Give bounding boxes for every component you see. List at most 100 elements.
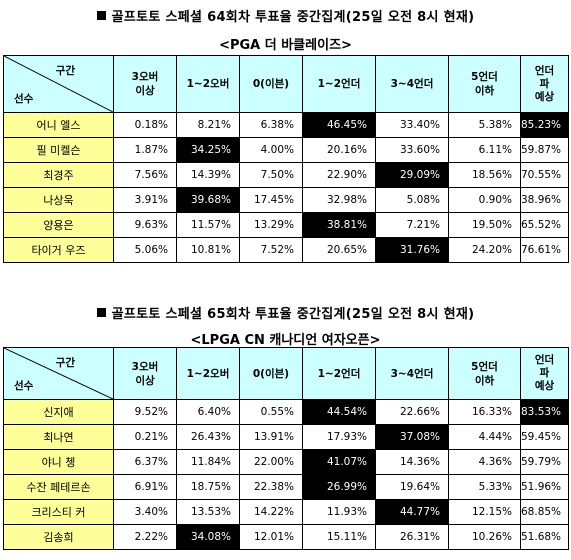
player-name: 크리스티 커 [3, 499, 114, 525]
column-header: 언더 파 예상 [520, 347, 569, 400]
player-name: 신지애 [3, 399, 114, 425]
vote-table: 구간 선수 3오버 이상 1~2오버 0(이븐) 1~2언더 3~4언더 5언더 이하 언더 파 예상 신… [3, 347, 569, 550]
section-subtitle: <LPGA CN 캐나디언 여자오픈> [190, 333, 381, 348]
square-bullet-icon [96, 308, 106, 317]
table-row: 어니 엘스 0.18% 8.21% 6.38% 46.45% 33.40% 5.38% 85.… [3, 112, 569, 138]
vote-rate-cell: 18.75% [176, 474, 240, 500]
vote-rate-cell: 32.98% [302, 187, 376, 213]
player-name: 최나연 [3, 424, 114, 450]
section-lpga: 골프토토 스페셜 65회차 투표율 중간집계(25일 오전 8시 현재) <LP… [0, 297, 571, 560]
vote-rate-cell: 0.55% [239, 399, 303, 425]
vote-rate-cell: 5.06% [113, 237, 177, 263]
vote-rate-cell: 12.15% [448, 499, 521, 525]
vote-rate-cell: 39.68% [176, 187, 240, 213]
player-name: 김송희 [3, 524, 114, 550]
vote-rate-cell: 34.08% [176, 524, 240, 550]
header-row: 구간 선수 3오버 이상 1~2오버 0(이븐) 1~2언더 3~4언더 5언더 이하 언더 파 예상 [3, 55, 569, 113]
vote-rate-cell: 22.38% [239, 474, 303, 500]
vote-rate-cell: 7.50% [239, 162, 303, 188]
vote-rate-cell: 5.38% [448, 112, 521, 138]
vote-rate-cell: 11.93% [302, 499, 376, 525]
player-name: 나상욱 [3, 187, 114, 213]
vote-table: 구간 선수 3오버 이상 1~2오버 0(이븐) 1~2언더 3~4언더 5언더 이하 언더 파 예상 어… [3, 55, 569, 263]
vote-rate-cell: 6.37% [113, 449, 177, 475]
vote-rate-cell: 14.22% [239, 499, 303, 525]
table-row: 타이거 우즈 5.06% 10.81% 7.52% 20.65% 31.76% 24.20%… [3, 237, 569, 263]
vote-rate-cell: 6.40% [176, 399, 240, 425]
vote-rate-cell: 34.25% [176, 137, 240, 163]
vote-rate-cell: 4.44% [448, 424, 521, 450]
vote-rate-cell: 17.93% [302, 424, 376, 450]
column-header: 0(이븐) [239, 347, 303, 400]
column-header: 3오버 이상 [113, 55, 177, 113]
vote-rate-cell: 10.26% [448, 524, 521, 550]
column-header: 3~4언더 [375, 347, 449, 400]
table-row: 크리스티 커 3.40% 13.53% 14.22% 11.93% 44.77% 12.15… [3, 499, 569, 525]
vote-rate-cell: 22.66% [375, 399, 449, 425]
vote-rate-cell: 15.11% [302, 524, 376, 550]
vote-rate-cell: 16.33% [448, 399, 521, 425]
vote-rate-cell: 11.57% [176, 212, 240, 238]
vote-rate-cell: 12.01% [239, 524, 303, 550]
diagonal-divider [4, 348, 113, 399]
vote-rate-cell: 7.52% [239, 237, 303, 263]
square-bullet-icon [96, 11, 106, 20]
player-name: 어니 엘스 [3, 112, 114, 138]
vote-rate-cell: 51.68% [520, 524, 569, 550]
column-header: 1~2오버 [176, 55, 240, 113]
player-name: 최경주 [3, 162, 114, 188]
vote-rate-cell: 83.53% [520, 399, 569, 425]
vote-rate-cell: 44.54% [302, 399, 376, 425]
player-name: 수잔 페테르손 [3, 474, 114, 500]
vote-rate-cell: 26.31% [375, 524, 449, 550]
vote-rate-cell: 38.96% [520, 187, 569, 213]
column-header: 1~2언더 [302, 55, 376, 113]
vote-rate-cell: 18.56% [448, 162, 521, 188]
vote-rate-cell: 65.52% [520, 212, 569, 238]
vote-rate-cell: 3.40% [113, 499, 177, 525]
corner-label-player: 선수 [14, 93, 34, 105]
vote-rate-cell: 38.81% [302, 212, 376, 238]
vote-rate-cell: 0.90% [448, 187, 521, 213]
vote-rate-cell: 1.87% [113, 137, 177, 163]
vote-rate-cell: 76.61% [520, 237, 569, 263]
vote-rate-cell: 4.36% [448, 449, 521, 475]
table-row: 최경주 7.56% 14.39% 7.50% 22.90% 29.09% 18.56% 70.… [3, 162, 569, 188]
table-row: 신지애 9.52% 6.40% 0.55% 44.54% 22.66% 16.33% 83.5… [3, 399, 569, 425]
vote-rate-cell: 59.87% [520, 137, 569, 163]
table-row: 수잔 페테르손 6.91% 18.75% 22.38% 26.99% 19.64% 5.33… [3, 474, 569, 500]
column-header: 5언더 이하 [448, 347, 521, 400]
column-header: 1~2오버 [176, 347, 240, 400]
vote-rate-cell: 26.99% [302, 474, 376, 500]
table-row: 최나연 0.21% 26.43% 13.91% 17.93% 37.08% 4.44% 59.… [3, 424, 569, 450]
vote-rate-cell: 19.50% [448, 212, 521, 238]
vote-rate-cell: 29.09% [375, 162, 449, 188]
vote-rate-cell: 41.07% [302, 449, 376, 475]
table-row: 야니 쳉 6.37% 11.84% 22.00% 41.07% 14.36% 4.36% 59… [3, 449, 569, 475]
vote-rate-cell: 85.23% [520, 112, 569, 138]
vote-rate-cell: 17.45% [239, 187, 303, 213]
section-subtitle: <PGA 더 바클레이즈> [219, 38, 352, 53]
player-name: 필 미켈슨 [3, 137, 114, 163]
corner-label-range: 구간 [55, 357, 75, 369]
vote-rate-cell: 68.85% [520, 499, 569, 525]
vote-rate-cell: 10.81% [176, 237, 240, 263]
vote-rate-cell: 59.45% [520, 424, 569, 450]
vote-rate-cell: 22.90% [302, 162, 376, 188]
vote-rate-cell: 59.79% [520, 449, 569, 475]
vote-rate-cell: 31.76% [375, 237, 449, 263]
vote-rate-cell: 2.22% [113, 524, 177, 550]
vote-rate-cell: 9.63% [113, 212, 177, 238]
player-name: 야니 쳉 [3, 449, 114, 475]
vote-rate-cell: 6.91% [113, 474, 177, 500]
vote-rate-cell: 33.40% [375, 112, 449, 138]
table-row: 필 미켈슨 1.87% 34.25% 4.00% 20.16% 33.60% 6.11% 59… [3, 137, 569, 163]
vote-rate-cell: 13.91% [239, 424, 303, 450]
vote-rate-cell: 44.77% [375, 499, 449, 525]
table-row: 김송희 2.22% 34.08% 12.01% 15.11% 26.31% 10.26% 51… [3, 524, 569, 550]
column-header: 0(이븐) [239, 55, 303, 113]
vote-rate-cell: 6.11% [448, 137, 521, 163]
vote-rate-cell: 11.84% [176, 449, 240, 475]
vote-rate-cell: 0.21% [113, 424, 177, 450]
vote-rate-cell: 46.45% [302, 112, 376, 138]
